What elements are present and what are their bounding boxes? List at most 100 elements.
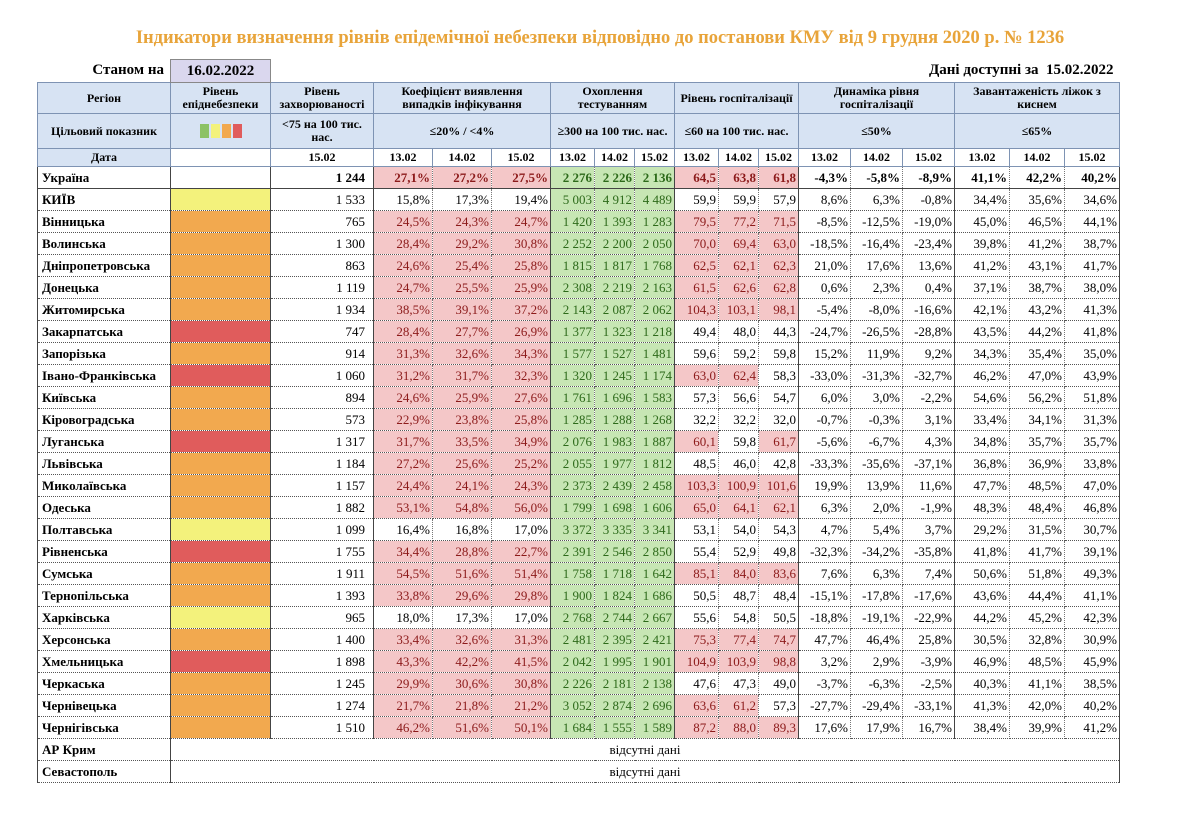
incidence-value: 1 157 bbox=[270, 474, 374, 497]
hospitalization-value: 88,0 bbox=[718, 716, 759, 739]
oxygen-beds-value: 45,9% bbox=[1064, 650, 1120, 673]
hosp-dynamics-value: 17,9% bbox=[850, 716, 903, 739]
date-col: 15.02 bbox=[1064, 148, 1120, 167]
hospitalization-value: 62,3 bbox=[758, 254, 799, 277]
table-row: АР Крим відсутні дані bbox=[37, 738, 1120, 761]
detection-value: 46,2% bbox=[373, 716, 433, 739]
danger-level-cell bbox=[170, 408, 271, 431]
data-available: Дані доступні за 15.02.2022 bbox=[928, 62, 1114, 79]
detection-value: 25,8% bbox=[491, 408, 551, 431]
hospitalization-value: 44,3 bbox=[758, 320, 799, 343]
testing-value: 1 642 bbox=[634, 562, 675, 585]
testing-value: 2 181 bbox=[594, 672, 635, 695]
table-row: Кіровоградська 573 22,9% 23,8% 25,8% 1 285 1 2… bbox=[37, 408, 1120, 431]
testing-value: 1 583 bbox=[634, 386, 675, 409]
oxygen-beds-value: 46,2% bbox=[954, 364, 1010, 387]
detection-value: 24,5% bbox=[373, 210, 433, 233]
oxygen-beds-value: 40,3% bbox=[954, 672, 1010, 695]
hospitalization-value: 54,0 bbox=[718, 518, 759, 541]
hosp-dynamics-value: 4,3% bbox=[902, 430, 955, 453]
incidence-value: 965 bbox=[270, 606, 374, 629]
hosp-dynamics-value: 2,3% bbox=[850, 276, 903, 299]
hosp-dynamics-value: -18,5% bbox=[798, 232, 851, 255]
hosp-dynamics-value: 13,6% bbox=[902, 254, 955, 277]
detection-value: 19,4% bbox=[491, 188, 551, 211]
hosp-dynamics-value: 47,7% bbox=[798, 628, 851, 651]
oxygen-beds-value: 46,5% bbox=[1009, 210, 1065, 233]
detection-value: 32,3% bbox=[491, 364, 551, 387]
hosp-dynamics-value: 11,6% bbox=[902, 474, 955, 497]
testing-value: 2 850 bbox=[634, 540, 675, 563]
testing-value: 1 983 bbox=[594, 430, 635, 453]
hospitalization-value: 63,8 bbox=[718, 166, 759, 189]
detection-value: 24,7% bbox=[373, 276, 433, 299]
incidence-value: 894 bbox=[270, 386, 374, 409]
testing-value: 2 546 bbox=[594, 540, 635, 563]
oxygen-beds-value: 33,4% bbox=[954, 408, 1010, 431]
danger-level-cell bbox=[170, 276, 271, 299]
hospitalization-value: 61,8 bbox=[758, 166, 799, 189]
danger-level-cell bbox=[170, 606, 271, 629]
danger-level-cell bbox=[170, 430, 271, 453]
hospitalization-value: 64,5 bbox=[674, 166, 719, 189]
oxygen-beds-value: 30,9% bbox=[1064, 628, 1120, 651]
testing-value: 1 245 bbox=[594, 364, 635, 387]
hosp-dynamics-value: 7,4% bbox=[902, 562, 955, 585]
testing-value: 2 667 bbox=[634, 606, 675, 629]
hospitalization-value: 75,3 bbox=[674, 628, 719, 651]
detection-value: 33,4% bbox=[373, 628, 433, 651]
region-name: Херсонська bbox=[37, 628, 171, 651]
header-incidence: Рівень захворюваності bbox=[270, 82, 374, 114]
oxygen-beds-value: 41,2% bbox=[1064, 716, 1120, 739]
oxygen-beds-value: 51,8% bbox=[1009, 562, 1065, 585]
hospitalization-value: 104,3 bbox=[674, 298, 719, 321]
testing-value: 1 589 bbox=[634, 716, 675, 739]
oxygen-beds-value: 35,7% bbox=[1009, 430, 1065, 453]
testing-value: 1 285 bbox=[550, 408, 595, 431]
page-title: Індикатори визначення рівнів епідемічної… bbox=[135, 28, 1065, 48]
date-col: 15.02 bbox=[758, 148, 799, 167]
indicators-table: Станом на 16.02.2022 Дані доступні за 15… bbox=[37, 59, 1120, 783]
oxygen-beds-value: 38,5% bbox=[1064, 672, 1120, 695]
hospitalization-value: 59,6 bbox=[674, 342, 719, 365]
hosp-dynamics-value: 9,2% bbox=[902, 342, 955, 365]
hospitalization-value: 48,7 bbox=[718, 584, 759, 607]
hospitalization-value: 59,8 bbox=[758, 342, 799, 365]
oxygen-beds-value: 42,2% bbox=[1009, 166, 1065, 189]
hospitalization-value: 62,1 bbox=[718, 254, 759, 277]
hosp-dynamics-value: -5,4% bbox=[798, 298, 851, 321]
testing-value: 4 912 bbox=[594, 188, 635, 211]
region-name: Кіровоградська bbox=[37, 408, 171, 431]
testing-value: 2 143 bbox=[550, 298, 595, 321]
oxygen-beds-value: 35,6% bbox=[1009, 188, 1065, 211]
table-row: Рівненська 1 755 34,4% 28,8% 22,7% 2 391 2 546… bbox=[37, 540, 1120, 563]
hosp-dynamics-value: 4,7% bbox=[798, 518, 851, 541]
oxygen-beds-value: 41,3% bbox=[1064, 298, 1120, 321]
testing-value: 1 824 bbox=[594, 584, 635, 607]
detection-value: 30,6% bbox=[432, 672, 492, 695]
detection-value: 32,6% bbox=[432, 342, 492, 365]
hosp-dynamics-value: -37,1% bbox=[902, 452, 955, 475]
testing-value: 1 686 bbox=[634, 584, 675, 607]
oxygen-beds-value: 41,8% bbox=[1064, 320, 1120, 343]
detection-value: 24,6% bbox=[373, 254, 433, 277]
oxygen-beds-value: 40,2% bbox=[1064, 166, 1120, 189]
region-name: Закарпатська bbox=[37, 320, 171, 343]
hosp-dynamics-value: -34,2% bbox=[850, 540, 903, 563]
target-testing: ≥300 на 100 тис. нас. bbox=[550, 113, 675, 149]
detection-value: 28,4% bbox=[373, 232, 433, 255]
testing-value: 1 817 bbox=[594, 254, 635, 277]
oxygen-beds-value: 41,7% bbox=[1064, 254, 1120, 277]
danger-level-cell bbox=[170, 254, 271, 277]
hosp-dynamics-value: -5,8% bbox=[850, 166, 903, 189]
testing-value: 1 481 bbox=[634, 342, 675, 365]
region-name: Харківська bbox=[37, 606, 171, 629]
oxygen-beds-value: 38,7% bbox=[1064, 232, 1120, 255]
hospitalization-value: 61,5 bbox=[674, 276, 719, 299]
hospitalization-value: 65,0 bbox=[674, 496, 719, 519]
hospitalization-value: 49,8 bbox=[758, 540, 799, 563]
date-col: 15.02 bbox=[634, 148, 675, 167]
hosp-dynamics-value: -4,3% bbox=[798, 166, 851, 189]
detection-value: 53,1% bbox=[373, 496, 433, 519]
incidence-value: 1 393 bbox=[270, 584, 374, 607]
